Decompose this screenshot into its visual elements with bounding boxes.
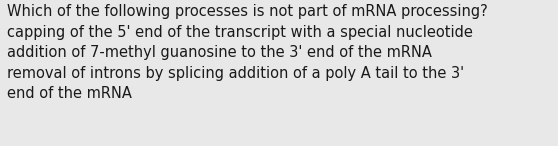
- Text: Which of the following processes is not part of mRNA processing?
capping of the : Which of the following processes is not …: [7, 4, 488, 101]
